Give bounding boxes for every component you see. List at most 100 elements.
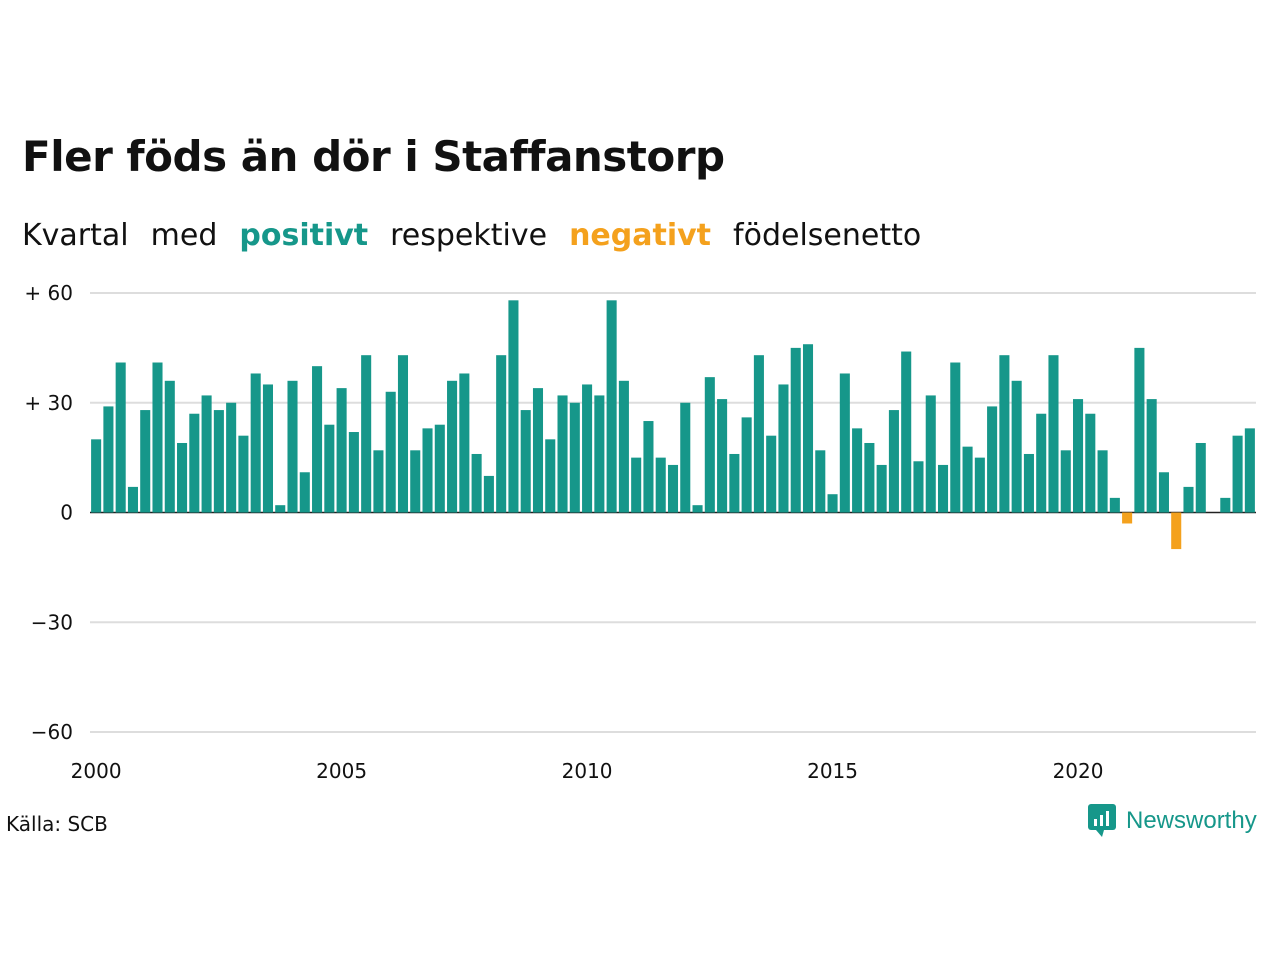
bar-positive [1060, 450, 1071, 513]
brand-name: Newsworthy [1126, 807, 1257, 834]
bar-positive [422, 428, 433, 513]
bar-positive [1073, 399, 1084, 513]
bar-positive [1011, 380, 1022, 513]
bar-positive [582, 384, 593, 513]
bar-positive [643, 421, 654, 513]
y-tick-label: 0 [60, 501, 73, 525]
bar-positive [189, 413, 200, 513]
bar-positive [103, 406, 114, 513]
bar-positive [336, 388, 347, 513]
bar-positive [508, 300, 519, 513]
x-tick-label: 2000 [71, 759, 122, 783]
subtitle-word-kvartal: Kvartal [22, 218, 129, 253]
bar-positive [1097, 450, 1108, 513]
bar-positive [545, 439, 556, 513]
bars [91, 300, 1255, 550]
bar-positive [238, 435, 249, 513]
bar-positive [361, 355, 372, 513]
bar-positive [913, 461, 924, 513]
bar-positive [704, 377, 715, 513]
y-tick-label: −30 [31, 610, 73, 634]
bar-positive [520, 410, 531, 513]
x-tick-label: 2010 [562, 759, 613, 783]
bar-positive [667, 464, 679, 513]
y-tick-label: + 60 [24, 281, 73, 305]
bar-positive [962, 446, 973, 513]
bar-positive [1244, 428, 1255, 513]
bar-positive [532, 388, 544, 513]
bar-positive [778, 384, 789, 513]
bar-positive [447, 380, 458, 513]
bar-positive [1036, 413, 1047, 513]
bar-positive [410, 450, 421, 513]
bar-positive [201, 395, 212, 513]
y-axis-labels: + 60 + 30 0 −30 −60 [24, 281, 73, 744]
bar-positive [115, 362, 126, 513]
bar-negative [1171, 512, 1182, 550]
bar-positive [1183, 486, 1194, 513]
bar-positive [91, 439, 102, 513]
bar-positive [901, 351, 912, 513]
source-note: Källa: SCB [6, 812, 108, 836]
x-tick-label: 2005 [316, 759, 367, 783]
bar-positive [1109, 497, 1120, 513]
bar-positive [262, 384, 273, 513]
subtitle-word-fodelsenetto: födelsenetto [733, 218, 922, 253]
bar-positive [569, 402, 580, 513]
x-tick-label: 2015 [807, 759, 858, 783]
newsworthy-icon [1088, 804, 1116, 837]
bar-positive [1158, 472, 1169, 513]
subtitle-negative-label: negativt [569, 218, 712, 253]
bar-positive [434, 424, 445, 513]
bar-positive [729, 453, 740, 513]
bar-negative [1122, 512, 1133, 524]
bar-positive [275, 505, 286, 513]
bar-positive [164, 380, 175, 513]
bar-positive [680, 402, 691, 513]
bar-positive [1023, 453, 1034, 513]
x-tick-label: 2020 [1053, 759, 1104, 783]
bar-positive [766, 435, 777, 513]
bar-positive [815, 450, 826, 513]
bar-positive [999, 355, 1010, 513]
bar-positive [1048, 355, 1059, 513]
bar-positive [753, 355, 764, 513]
bar-positive [987, 406, 998, 513]
bar-positive [1134, 347, 1145, 513]
subtitle-positive-label: positivt [239, 218, 369, 253]
y-tick-label: −60 [31, 720, 73, 744]
bar-positive [852, 428, 863, 513]
bar-positive [692, 505, 703, 513]
bar-positive [950, 362, 961, 513]
bar-positive [937, 464, 949, 513]
bar-positive [888, 410, 899, 513]
bar-positive [152, 362, 163, 513]
bar-positive [226, 402, 237, 513]
bar-positive [1146, 399, 1157, 513]
bar-positive [127, 486, 138, 513]
bar-positive [618, 380, 629, 513]
bar-positive [974, 457, 985, 513]
bar-positive [839, 373, 850, 513]
bar-positive [348, 432, 359, 513]
bar-positive [741, 417, 752, 513]
bar-positive [287, 380, 298, 513]
bar-positive [802, 344, 814, 513]
bar-positive [250, 373, 261, 513]
bar-positive [483, 475, 494, 513]
subtitle-word-respektive: respektive [390, 218, 548, 253]
bar-positive [299, 472, 310, 513]
bar-positive [397, 355, 409, 513]
bar-positive [557, 395, 568, 513]
bar-positive [1232, 435, 1243, 513]
bar-positive [471, 453, 482, 513]
bar-positive [312, 366, 323, 513]
bar-positive [373, 450, 384, 513]
bar-positive [864, 442, 875, 513]
bar-positive [631, 457, 642, 513]
bar-positive [324, 424, 335, 513]
bar-positive [606, 300, 617, 513]
newsworthy-logo: Newsworthy [1088, 804, 1257, 838]
bar-positive [213, 410, 224, 513]
bar-positive [496, 355, 507, 513]
